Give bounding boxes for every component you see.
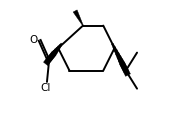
Polygon shape xyxy=(111,44,119,57)
Polygon shape xyxy=(73,11,83,27)
Polygon shape xyxy=(117,56,127,70)
Polygon shape xyxy=(49,46,61,59)
Polygon shape xyxy=(46,49,58,62)
Text: O: O xyxy=(29,34,37,44)
Text: Cl: Cl xyxy=(41,82,51,92)
Polygon shape xyxy=(52,44,63,55)
Polygon shape xyxy=(119,62,130,77)
Polygon shape xyxy=(45,51,57,64)
Polygon shape xyxy=(115,53,125,67)
Polygon shape xyxy=(51,45,62,57)
Polygon shape xyxy=(114,50,123,63)
Polygon shape xyxy=(118,59,129,73)
Polygon shape xyxy=(113,47,121,60)
Polygon shape xyxy=(48,48,59,61)
Polygon shape xyxy=(43,52,56,66)
